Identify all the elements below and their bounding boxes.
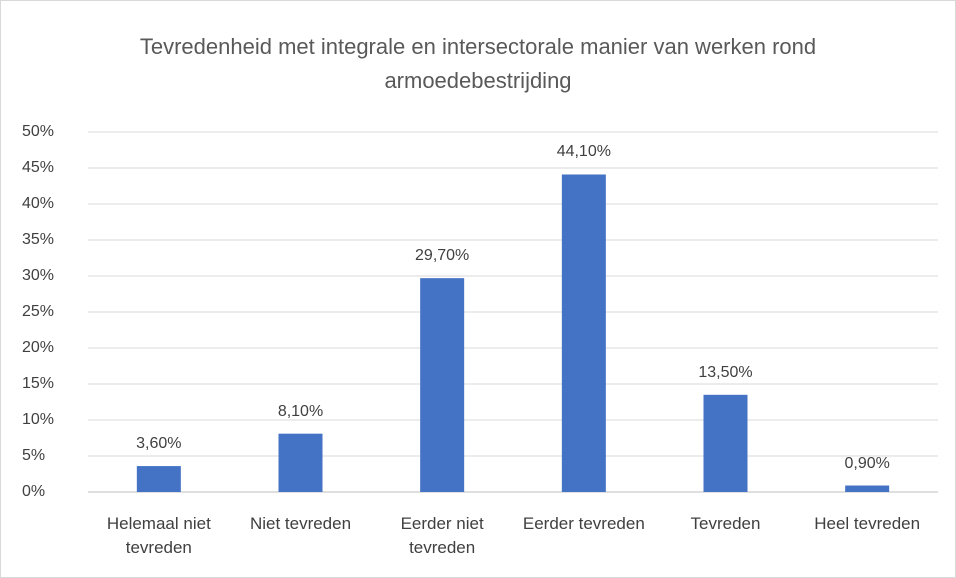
y-tick-label: 35% — [22, 231, 55, 248]
bar — [420, 278, 465, 492]
bar — [703, 394, 748, 492]
y-tick-label: 10% — [22, 411, 55, 428]
x-tick-label: Eerder niet tevreden — [400, 514, 484, 557]
data-label: 29,70% — [415, 247, 470, 265]
data-label: 3,60% — [136, 435, 182, 453]
data-label: 44,10% — [556, 143, 611, 161]
y-tick-label: 30% — [22, 267, 55, 284]
data-label: 8,10% — [277, 402, 324, 420]
x-tick-label: Eerder tevreden — [522, 514, 645, 533]
y-tick-label: 0% — [22, 483, 46, 500]
y-tick-label: 45% — [22, 159, 55, 176]
y-tick-label: 50% — [22, 123, 55, 140]
chart-title: Tevredenheid met integrale en intersecto… — [139, 34, 817, 93]
bar — [561, 174, 606, 493]
y-tick-label: 40% — [22, 195, 55, 212]
data-label: 0,90% — [844, 454, 890, 472]
y-tick-label: 15% — [22, 375, 55, 392]
x-tick-label: Heel tevreden — [814, 514, 921, 533]
y-tick-label: 5% — [22, 447, 46, 464]
bar — [136, 466, 181, 492]
bar — [278, 433, 323, 492]
x-tick-label: Helemaal niet tevreden — [106, 514, 211, 557]
bar — [845, 485, 890, 492]
x-tick-label: Tevreden — [690, 514, 761, 533]
y-tick-label: 20% — [22, 339, 55, 356]
y-tick-label: 25% — [22, 303, 55, 320]
data-label: 13,50% — [698, 363, 753, 381]
x-tick-label: Niet tevreden — [249, 514, 352, 533]
